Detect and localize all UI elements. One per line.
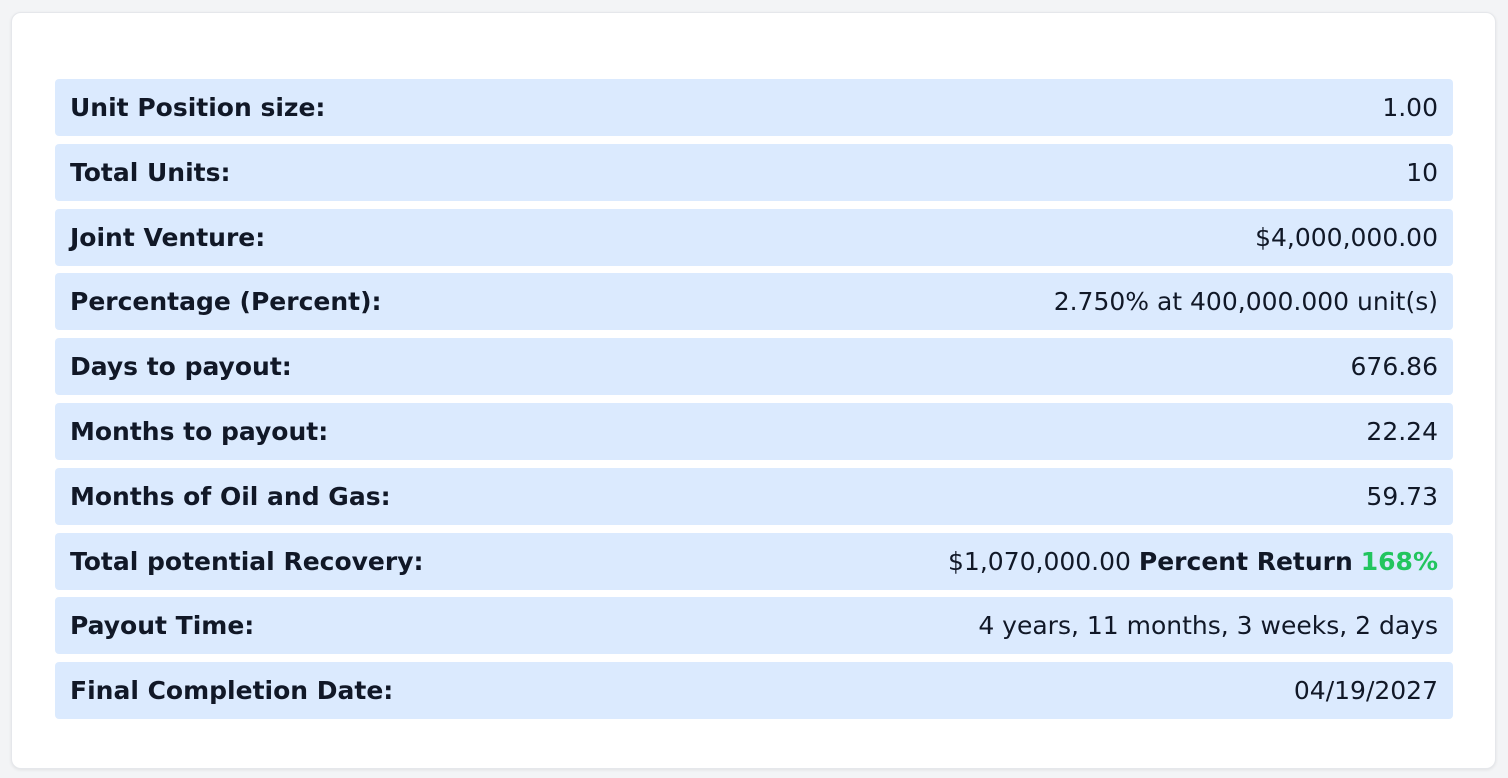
row-label: Percentage (Percent): <box>70 287 382 317</box>
row-payout-time: Payout Time: 4 years, 11 months, 3 weeks… <box>55 597 1453 655</box>
row-label: Days to payout: <box>70 352 292 382</box>
row-value: 10 <box>1406 157 1438 187</box>
row-label: Months to payout: <box>70 416 329 446</box>
row-value: 4 years, 11 months, 3 weeks, 2 days <box>978 611 1438 641</box>
row-percentage: Percentage (Percent): 2.750% at 400,000.… <box>55 273 1453 331</box>
row-value: 59.73 <box>1366 481 1438 511</box>
row-final-completion-date: Final Completion Date: 04/19/2027 <box>55 662 1453 720</box>
row-total-potential-recovery: Total potential Recovery: $1,070,000.00 … <box>55 532 1453 590</box>
row-joint-venture: Joint Venture: $4,000,000.00 <box>55 208 1453 266</box>
percent-return-label: Percent Return <box>1138 546 1353 576</box>
row-label: Joint Venture: <box>70 222 266 252</box>
row-value: 1.00 <box>1382 93 1438 122</box>
payout-summary-card: Unit Position size: 1.00 Total Units: 10… <box>11 12 1496 769</box>
row-label: Total Units: <box>70 157 231 187</box>
summary-rows: Unit Position size: 1.00 Total Units: 10… <box>55 79 1453 727</box>
recovery-value-group: $1,070,000.00 Percent Return 168% <box>948 547 1438 576</box>
row-label: Final Completion Date: <box>70 676 394 706</box>
row-label: Months of Oil and Gas: <box>70 481 391 511</box>
row-label: Payout Time: <box>70 611 255 641</box>
row-unit-position-size: Unit Position size: 1.00 <box>55 79 1453 136</box>
percent-return-value: 168% <box>1360 546 1438 576</box>
row-value: 22.24 <box>1366 416 1438 446</box>
row-value: 2.750% at 400,000.000 unit(s) <box>1053 287 1438 317</box>
row-value: $4,000,000.00 <box>1255 222 1438 252</box>
row-months-to-payout: Months to payout: 22.24 <box>55 402 1453 460</box>
row-total-units: Total Units: 10 <box>55 143 1453 201</box>
row-months-of-oil-and-gas: Months of Oil and Gas: 59.73 <box>55 467 1453 525</box>
recovery-amount: $1,070,000.00 <box>948 546 1131 576</box>
row-value: 676.86 <box>1350 352 1438 382</box>
row-label: Total potential Recovery: <box>70 546 424 576</box>
row-value: 04/19/2027 <box>1293 676 1438 706</box>
row-label: Unit Position size: <box>70 93 326 122</box>
row-days-to-payout: Days to payout: 676.86 <box>55 338 1453 396</box>
